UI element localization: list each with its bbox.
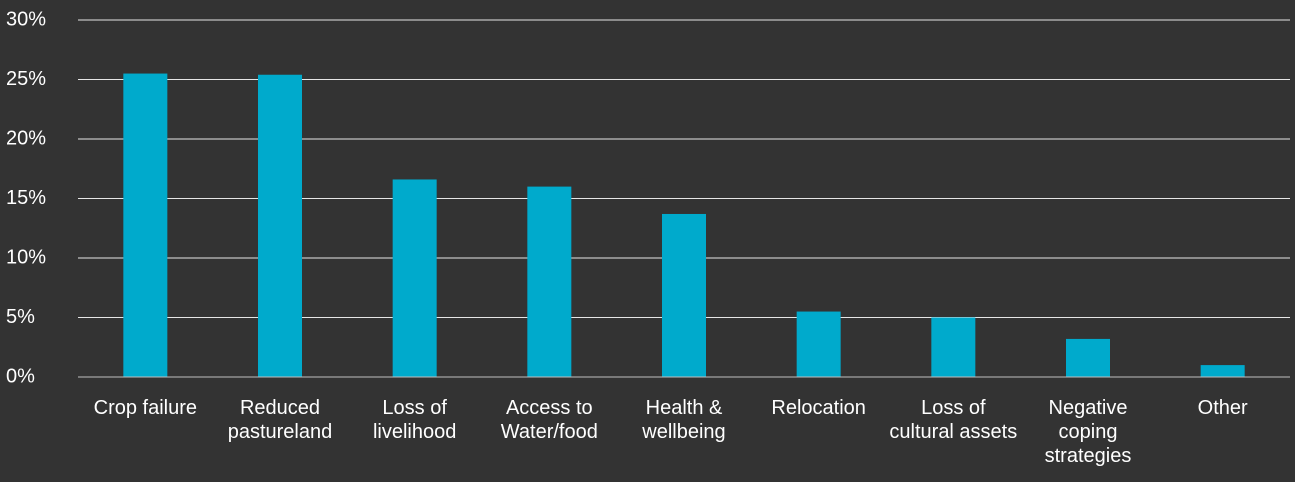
y-tick-label: 30% — [6, 8, 46, 30]
x-tick-label: Crop failure — [93, 397, 198, 419]
y-tick-label: 0% — [6, 365, 35, 387]
y-tick-label: 10% — [6, 246, 46, 268]
x-tick-label: Reduced pastureland — [227, 397, 333, 443]
x-tick-label: Loss of cultural assets — [889, 397, 1018, 443]
y-tick-label: 5% — [6, 306, 35, 328]
bar — [1200, 365, 1245, 377]
x-tick-label: Access to Water/food — [500, 397, 598, 443]
bar — [662, 213, 706, 377]
x-tick-label: Loss of livelihood — [372, 397, 457, 443]
y-tick-label: 20% — [6, 127, 46, 149]
y-tick-label: 15% — [6, 187, 46, 209]
bar — [392, 179, 437, 377]
x-tick-label: Other — [1197, 397, 1248, 419]
bar — [258, 74, 302, 378]
bar — [931, 317, 976, 377]
y-tick-label: 25% — [6, 68, 46, 90]
bar — [1066, 338, 1110, 377]
x-tick-label: Relocation — [771, 397, 866, 419]
x-tick-label: Negative coping strategies — [1044, 397, 1132, 467]
bar — [527, 186, 572, 377]
x-tick-label: Health & wellbeing — [642, 397, 726, 443]
bar — [796, 311, 841, 377]
bar — [123, 73, 168, 378]
